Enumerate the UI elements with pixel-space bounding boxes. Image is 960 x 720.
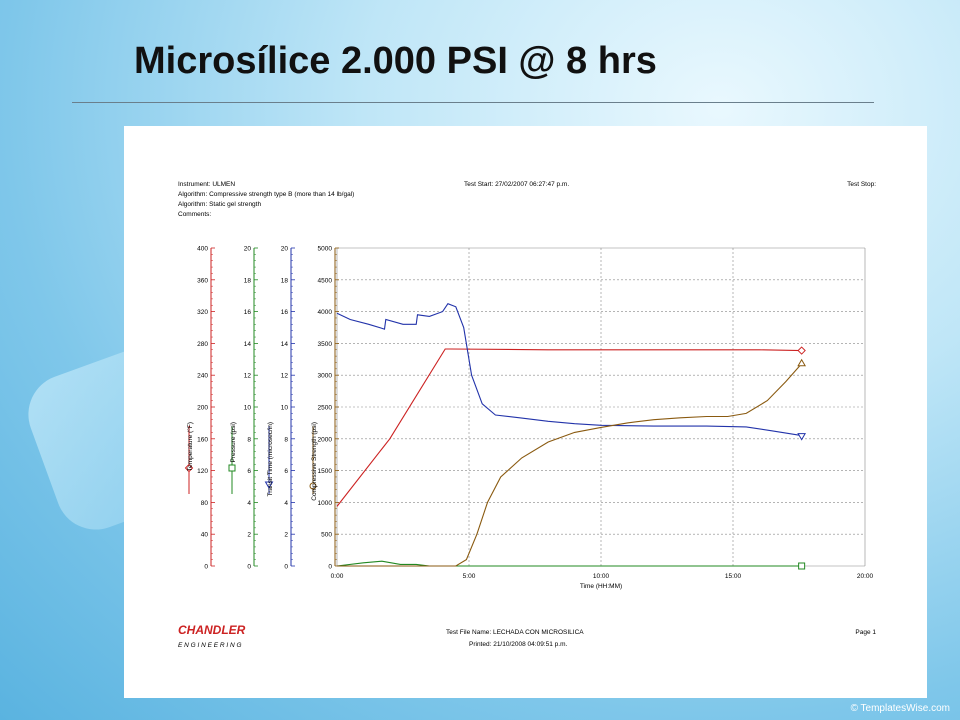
header-algorithm-2: Algorithm: Static gel strength	[178, 201, 261, 208]
header-test-start: Test Start: 27/02/2007 06:27:47 p.m.	[464, 181, 569, 188]
brand-subtitle: E N G I N E E R I N G	[178, 642, 242, 649]
y-tick-label: 120	[197, 468, 208, 475]
y-tick-label: 1500	[318, 468, 333, 475]
series-end-marker	[797, 358, 807, 367]
y-tick-label: 320	[197, 309, 208, 316]
y-tick-label: 3000	[318, 373, 333, 380]
y-tick-label: 360	[197, 277, 208, 284]
x-tick-label: 5:00	[463, 573, 476, 580]
y-tick-label: 0	[284, 564, 288, 571]
y-tick-label: 160	[197, 436, 208, 443]
y-tick-label: 2	[284, 532, 288, 539]
header-test-stop: Test Stop:	[847, 181, 876, 188]
legend-marker-triangle	[264, 481, 274, 489]
footer-printed: Printed: 21/10/2008 04:09:51 p.m.	[469, 641, 567, 648]
title-divider	[72, 102, 874, 103]
slide-title: Microsílice 2.000 PSI @ 8 hrs	[134, 40, 657, 82]
y-tick-label: 8	[284, 436, 288, 443]
y-tick-label: 2000	[318, 436, 333, 443]
series-line	[336, 303, 802, 437]
y-tick-label: 0	[204, 564, 208, 571]
x-tick-label: 15:00	[725, 573, 742, 580]
y-tick-label: 200	[197, 405, 208, 412]
y-axis-label: Pressure (psi)	[230, 422, 237, 462]
watermark: © TemplatesWise.com	[850, 703, 950, 714]
y-tick-label: 14	[244, 341, 252, 348]
y-tick-label: 6	[247, 468, 251, 475]
header-instrument: Instrument: ULMEN	[178, 181, 235, 188]
y-tick-label: 12	[281, 373, 289, 380]
legend-marker-diamond	[184, 463, 194, 473]
y-tick-label: 18	[244, 277, 252, 284]
series-end-marker	[797, 433, 807, 441]
y-tick-label: 16	[281, 309, 289, 316]
y-tick-label: 0	[247, 564, 251, 571]
series-line	[336, 560, 802, 567]
y-axis-label: Transit Time (microsec/in)	[267, 422, 274, 497]
y-tick-label: 20	[244, 246, 252, 253]
x-axis-label: Time (HH:MM)	[580, 583, 622, 590]
y-tick-label: 280	[197, 341, 208, 348]
y-tick-label: 10	[281, 405, 289, 412]
x-tick-label: 10:00	[593, 573, 610, 580]
y-tick-label: 16	[244, 309, 252, 316]
y-tick-label: 2	[247, 532, 251, 539]
footer-test-file: Test File Name: LECHADA CON MICROSILICA	[446, 629, 584, 636]
series-line	[336, 348, 802, 507]
y-tick-label: 18	[281, 277, 289, 284]
y-tick-label: 400	[197, 246, 208, 253]
x-tick-label: 20:00	[857, 573, 874, 580]
footer-page: Page 1	[855, 629, 876, 636]
y-tick-label: 12	[244, 373, 252, 380]
brand-logo-text: CHANDLER	[178, 623, 246, 637]
y-tick-label: 8	[247, 436, 251, 443]
y-tick-label: 6	[284, 468, 288, 475]
y-tick-label: 2500	[318, 405, 333, 412]
y-tick-label: 14	[281, 341, 289, 348]
y-tick-label: 4	[247, 500, 251, 507]
series-end-marker	[797, 346, 806, 355]
legend-marker-square	[228, 464, 236, 472]
y-tick-label: 240	[197, 373, 208, 380]
y-tick-label: 4	[284, 500, 288, 507]
series-line	[337, 363, 803, 567]
y-tick-label: 10	[244, 405, 252, 412]
y-tick-label: 4500	[318, 277, 333, 284]
header-algorithm-1: Algorithm: Compressive strength type B (…	[178, 191, 354, 198]
y-tick-label: 5000	[318, 246, 333, 253]
x-tick-label: 0:00	[331, 573, 344, 580]
y-tick-label: 1000	[318, 500, 333, 507]
chart: Instrument: ULMEN Algorithm: Compressive …	[178, 181, 876, 649]
y-tick-label: 4000	[318, 309, 333, 316]
y-axis-label: Compressive Strength (psi)	[311, 422, 318, 501]
series-end-marker	[798, 562, 806, 570]
y-tick-label: 20	[281, 246, 289, 253]
y-axis-label: Temperature (°F)	[186, 422, 194, 471]
y-tick-label: 40	[201, 532, 209, 539]
y-tick-label: 80	[201, 500, 209, 507]
y-tick-label: 500	[321, 532, 332, 539]
report-sheet: Instrument: ULMEN Algorithm: Compressive …	[124, 126, 927, 698]
header-comments: Comments:	[178, 211, 211, 218]
y-tick-label: 3500	[318, 341, 333, 348]
legend-marker-circle	[309, 482, 317, 490]
y-tick-label: 0	[328, 564, 332, 571]
